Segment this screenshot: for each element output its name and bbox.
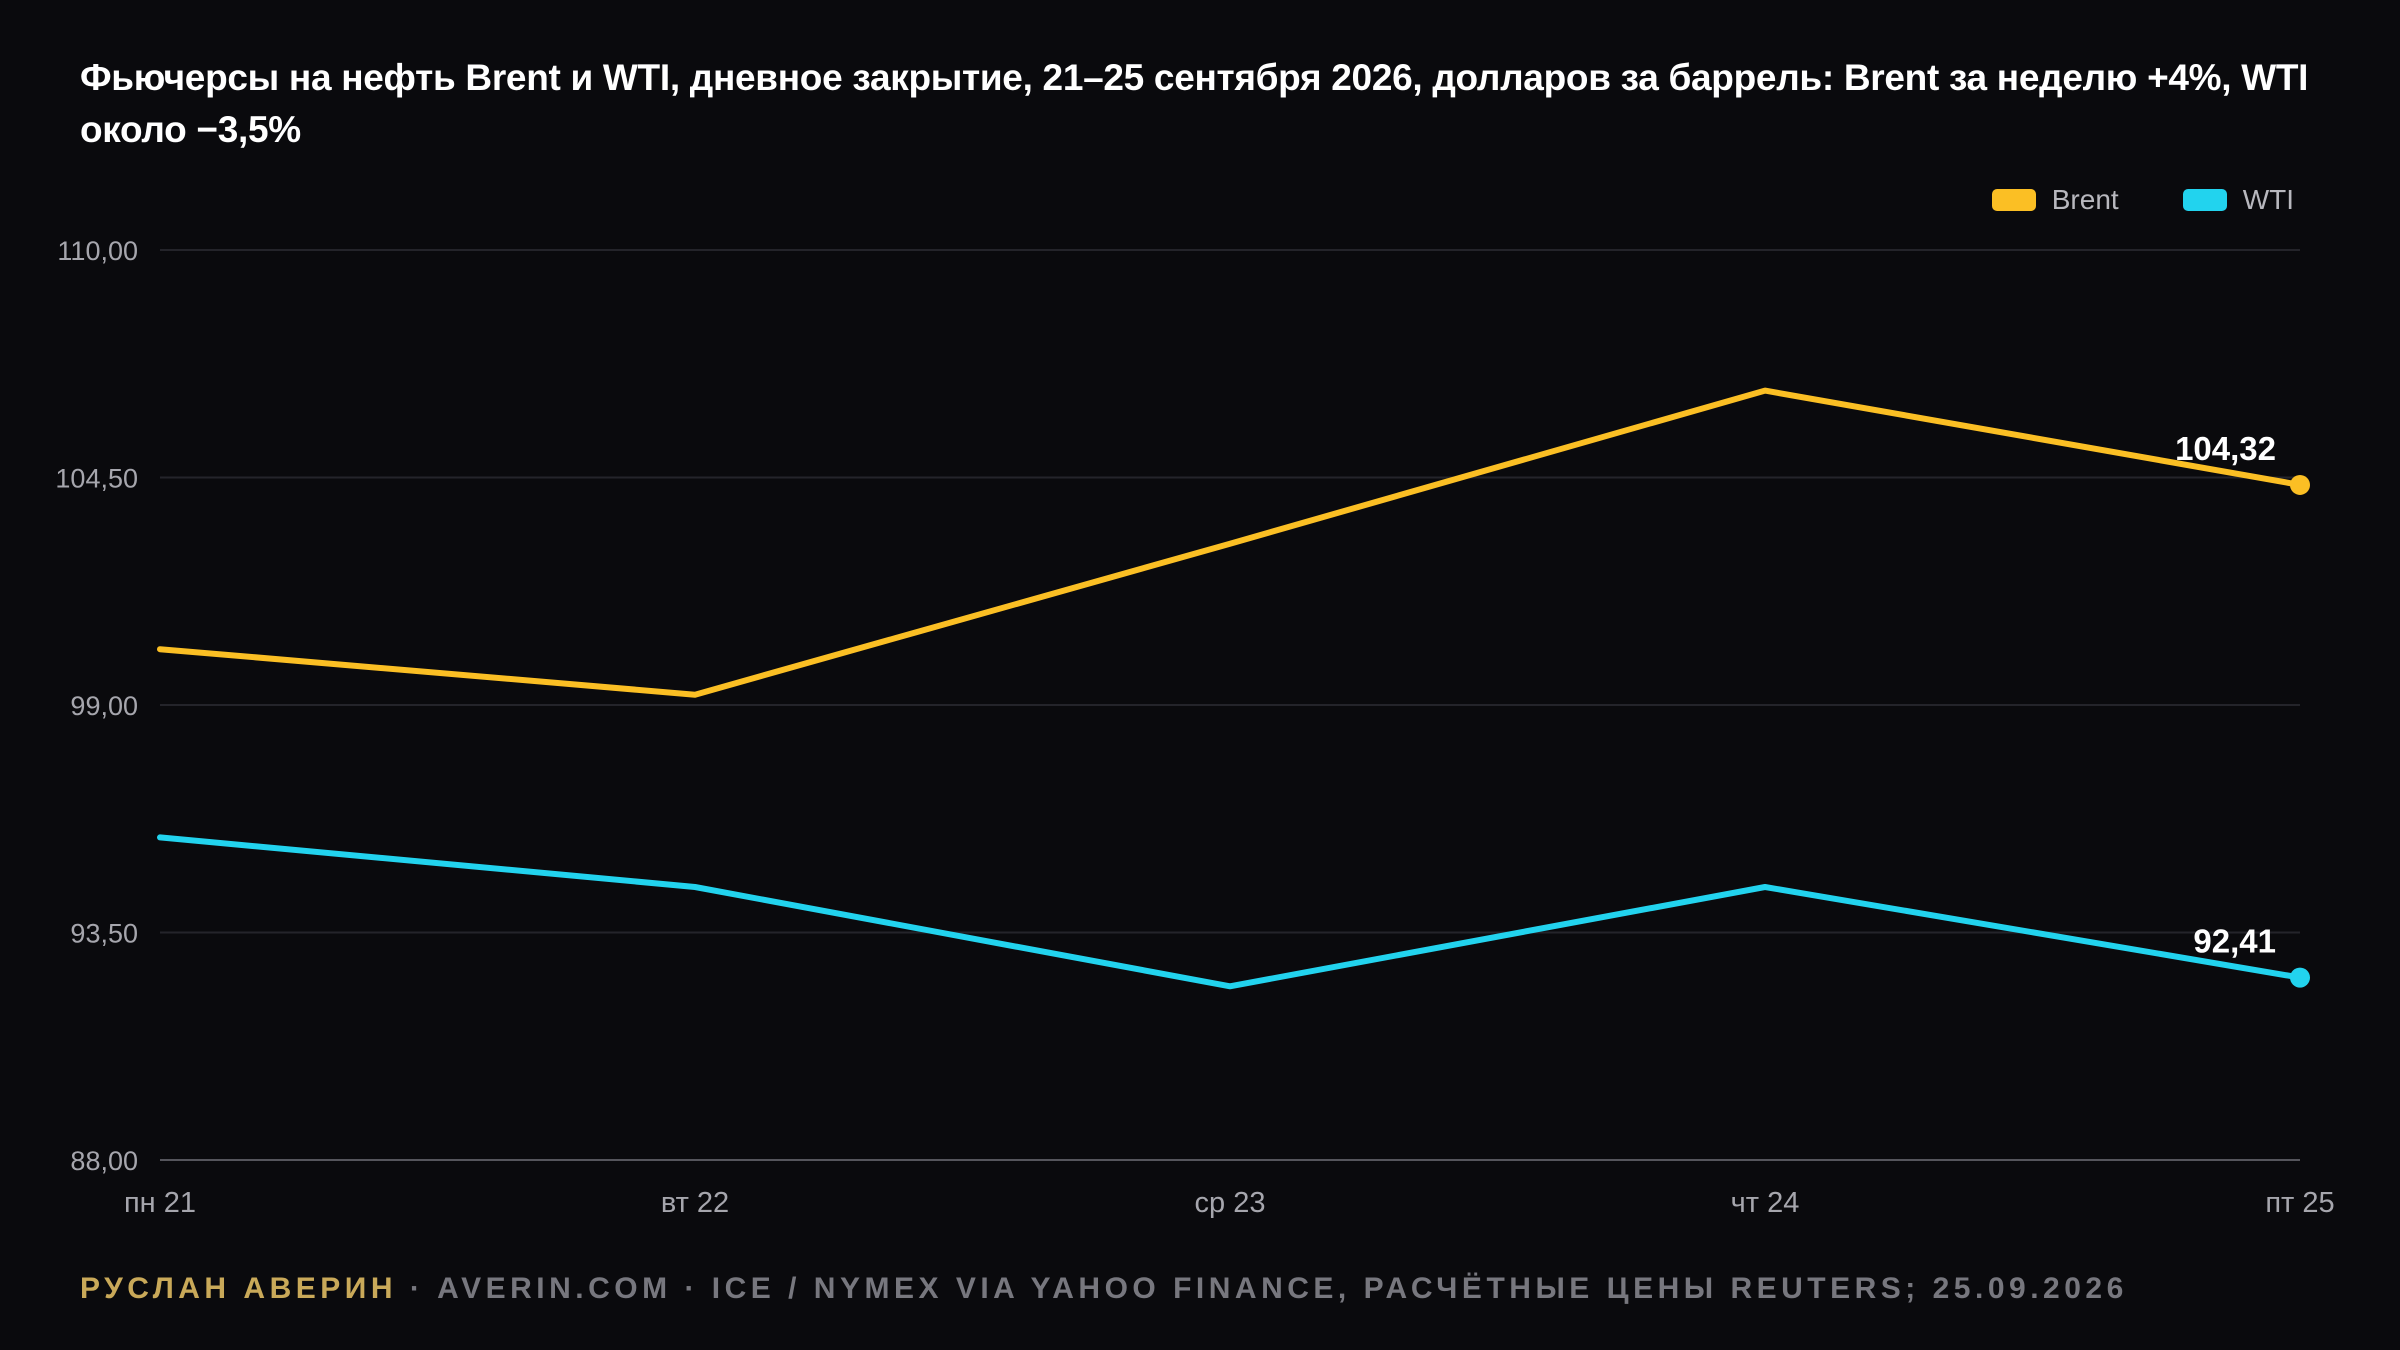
x-tick-label: пн 21: [124, 1187, 196, 1219]
y-tick-label: 88,00: [70, 1146, 138, 1176]
end-marker-wti: [2290, 967, 2310, 988]
footer-separator: ·: [397, 1272, 438, 1305]
x-tick-label: чт 24: [1731, 1187, 1800, 1219]
x-tick-label: ср 23: [1195, 1187, 1266, 1219]
end-marker-brent: [2290, 474, 2310, 495]
chart-title: Фьючерсы на нефть Brent и WTI, дневное з…: [80, 57, 2309, 150]
end-label-wti: 92,41: [2193, 923, 2276, 960]
legend-label-wti: WTI: [2242, 184, 2294, 215]
end-label-brent: 104,32: [2175, 430, 2276, 467]
x-tick-label: пт 25: [2265, 1187, 2334, 1219]
legend-swatch-wti: [2182, 189, 2227, 211]
footer-author: РУСЛАН АВЕРИН: [80, 1272, 397, 1305]
legend-item-brent: Brent: [1991, 184, 2119, 216]
legend-label-brent: Brent: [2051, 184, 2119, 215]
footer-source: AVERIN.COM · ICE / NYMEX VIA YAHOO FINAN…: [437, 1272, 2128, 1305]
series-line-brent: [157, 387, 2303, 698]
y-tick-label: 93,50: [70, 919, 138, 949]
series-line-wti: [157, 834, 2303, 990]
x-tick-label: вт 22: [661, 1187, 729, 1219]
y-tick-label: 99,00: [70, 691, 138, 721]
source-footer: РУСЛАН АВЕРИН · AVERIN.COM · ICE / NYMEX…: [80, 1272, 2128, 1306]
chart-legend: Brent WTI: [1991, 184, 2294, 216]
legend-swatch-brent: [1991, 189, 2036, 211]
y-tick-label: 104,50: [55, 464, 138, 494]
y-tick-label: 110,00: [57, 236, 138, 266]
legend-item-wti: WTI: [2182, 184, 2294, 216]
